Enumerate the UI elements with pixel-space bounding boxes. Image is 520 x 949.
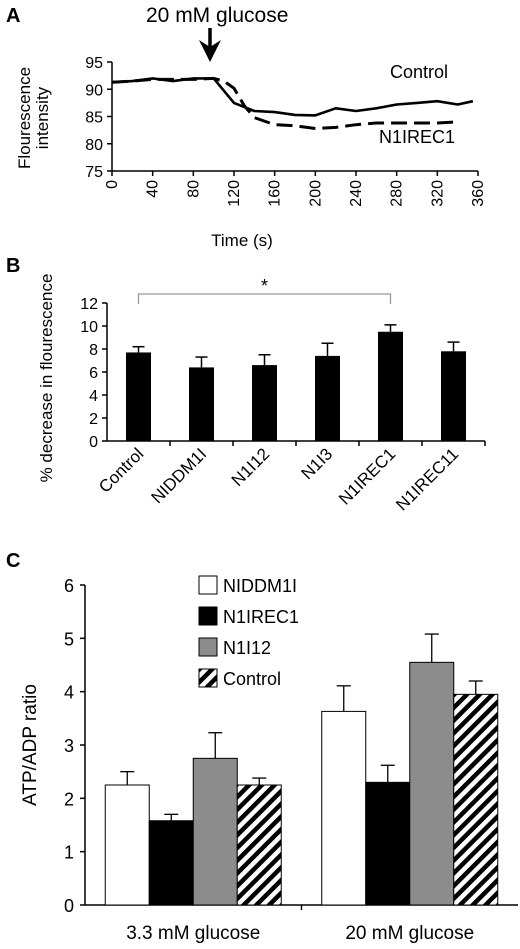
bar-n1irec1 xyxy=(378,331,403,441)
panel-b-ytick-label: 10 xyxy=(80,319,98,336)
bar-n1i12 xyxy=(252,365,277,441)
panel-c-ytick-label: 2 xyxy=(64,789,74,809)
panel-b-category-label: NIDDM1I xyxy=(147,444,210,507)
bar-n1irec11 xyxy=(441,351,466,441)
series-label-n1irec1: N1IREC1 xyxy=(379,127,455,147)
panel-b: B % decrease in flourescence 0 2 4 6 8 10 12 Co… xyxy=(6,255,486,514)
panel-a-ytick-label: 95 xyxy=(85,55,103,72)
panel-b-ytick-label: 0 xyxy=(89,434,98,451)
panel-a-xtick-label: 280 xyxy=(389,180,406,207)
panel-a-xtick-label: 80 xyxy=(185,180,202,198)
panel-b-category-label: N1I3 xyxy=(297,444,336,483)
panel-c-category-label: 3.3 mM glucose xyxy=(126,923,260,944)
series-line-n1irec1 xyxy=(111,76,458,130)
panel-a-ytick-label: 80 xyxy=(85,137,103,154)
panel-a-ytick-label: 85 xyxy=(85,110,103,127)
panel-b-category-label: N1IREC1 xyxy=(335,444,399,508)
bar-n1i12 xyxy=(192,757,238,906)
panel-b-ytick-label: 2 xyxy=(89,411,98,428)
legend: NIDDM1I N1IREC1 N1I12 Control xyxy=(198,575,299,689)
legend-swatch-niddm1i xyxy=(198,575,218,595)
significance-star: * xyxy=(261,276,268,296)
legend-swatch-control xyxy=(198,668,218,688)
bar-n1i3 xyxy=(315,355,340,441)
significance-line xyxy=(137,293,392,304)
bar-niddm1i xyxy=(321,710,367,906)
legend-swatch-n1irec1 xyxy=(198,606,218,626)
panel-b-ylabel: % decrease in flourescence xyxy=(37,274,56,483)
legend-label-niddm1i: NIDDM1I xyxy=(223,576,297,596)
panel-b-category-label: N1I12 xyxy=(228,444,274,490)
down-arrow-icon xyxy=(199,28,221,62)
glucose-annotation: 20 mM glucose xyxy=(146,4,288,27)
panel-a-xtick-label: 160 xyxy=(267,180,284,207)
panel-c-ytick-label: 6 xyxy=(64,576,74,596)
panel-a-xtick-label: 0 xyxy=(104,180,121,189)
panel-b-category-label: N1IREC11 xyxy=(392,444,462,514)
legend-label-n1i12: N1I12 xyxy=(223,638,271,658)
bar-niddm1i xyxy=(189,367,214,441)
panel-c-ytick-label: 0 xyxy=(64,896,74,916)
panel-a-xtick-label: 200 xyxy=(307,180,324,207)
panel-c-category-label: 20 mM glucose xyxy=(345,923,474,944)
panel-a-xtick-label: 360 xyxy=(470,180,487,207)
panel-a: A 20 mM glucose Flourescence intensity 7… xyxy=(6,4,487,250)
panel-a-xtick-label: 120 xyxy=(226,180,243,207)
panel-b-category-label: Control xyxy=(95,444,147,496)
bar-control xyxy=(453,693,499,906)
panel-a-ylabel-line2: intensity xyxy=(33,86,52,149)
panel-a-ytick-label: 75 xyxy=(85,164,103,181)
panel-c-ylabel: ATP/ADP ratio xyxy=(20,684,41,806)
panel-b-ytick-label: 6 xyxy=(89,365,98,382)
panel-b-ytick-label: 12 xyxy=(80,296,98,313)
panel-b-ytick-label: 8 xyxy=(89,342,98,359)
panel-a-xtick-label: 320 xyxy=(429,180,446,207)
bar-n1i12 xyxy=(409,661,455,906)
series-line-control xyxy=(111,77,474,117)
panel-a-ylabel-line1: Flourescence xyxy=(15,67,34,169)
series-label-control: Control xyxy=(390,62,448,82)
panel-c-ytick-label: 4 xyxy=(64,683,74,703)
bar-n1irec1 xyxy=(365,781,411,906)
panel-a-xtick-label: 240 xyxy=(348,180,365,207)
panel-a-ytick-label: 90 xyxy=(85,82,103,99)
bar-n1irec1 xyxy=(148,820,194,906)
panel-c-letter: C xyxy=(6,550,20,572)
bar-niddm1i xyxy=(104,784,150,906)
bar-control xyxy=(126,352,151,441)
legend-swatch-n1i12 xyxy=(198,637,218,657)
bar-control xyxy=(236,784,282,906)
significance-bracket xyxy=(137,293,392,304)
panel-a-xlabel: Time (s) xyxy=(211,231,273,250)
legend-label-n1irec1: N1IREC1 xyxy=(223,607,299,627)
legend-label-control: Control xyxy=(223,669,281,689)
panel-a-letter: A xyxy=(6,5,20,27)
panel-b-ytick-label: 4 xyxy=(89,388,98,405)
panel-b-letter: B xyxy=(6,255,20,277)
panel-c: C ATP/ADP ratio 0 1 2 3 4 5 6 3.3 mM glucose 20 … xyxy=(6,550,518,944)
panel-c-ytick-label: 5 xyxy=(64,629,74,649)
panel-c-ytick-label: 1 xyxy=(64,843,74,863)
panel-c-ytick-label: 3 xyxy=(64,736,74,756)
panel-a-xtick-label: 40 xyxy=(145,180,162,198)
